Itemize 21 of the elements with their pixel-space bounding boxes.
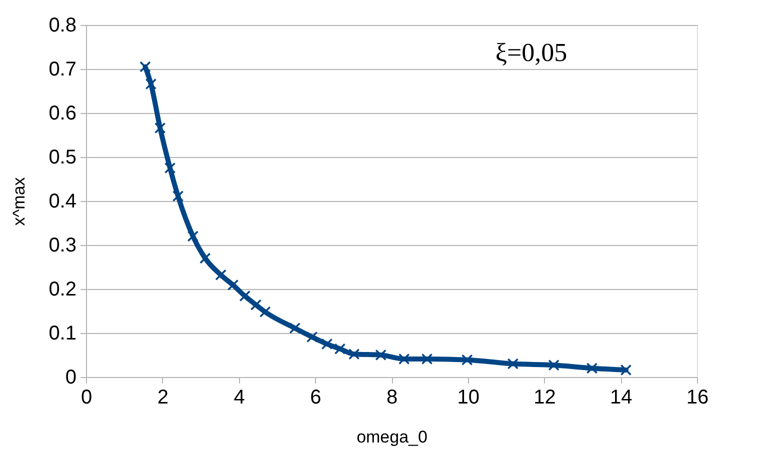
y-axis-title: x^max [10, 176, 29, 226]
annotation: ξ=0,05 [495, 38, 568, 67]
x-tick-label: 2 [157, 386, 168, 408]
x-axis-title: omega_0 [356, 428, 428, 446]
y-tick-label: 0.2 [48, 278, 76, 300]
y-tick-label: 0.3 [48, 234, 76, 256]
y-tick-label: 0.5 [48, 146, 76, 168]
x-tick-label: 12 [534, 386, 556, 408]
y-tick-label: 0.1 [48, 322, 76, 344]
y-tick-label: 0.8 [48, 14, 76, 36]
x-tick-label: 8 [386, 386, 398, 408]
y-tick-label: 0.7 [48, 58, 76, 80]
x-tick-label: 10 [457, 386, 480, 408]
y-tick-label: 0 [65, 366, 76, 388]
y-tick-label: 0.6 [48, 102, 76, 124]
x-tick-label: 16 [686, 386, 709, 408]
x-tick-label: 4 [234, 386, 245, 408]
x-tick-label: 0 [80, 386, 92, 408]
x-tick-label: 6 [310, 386, 322, 408]
x-tick-label: 14 [610, 386, 632, 408]
y-tick-label: 0.4 [48, 190, 76, 212]
